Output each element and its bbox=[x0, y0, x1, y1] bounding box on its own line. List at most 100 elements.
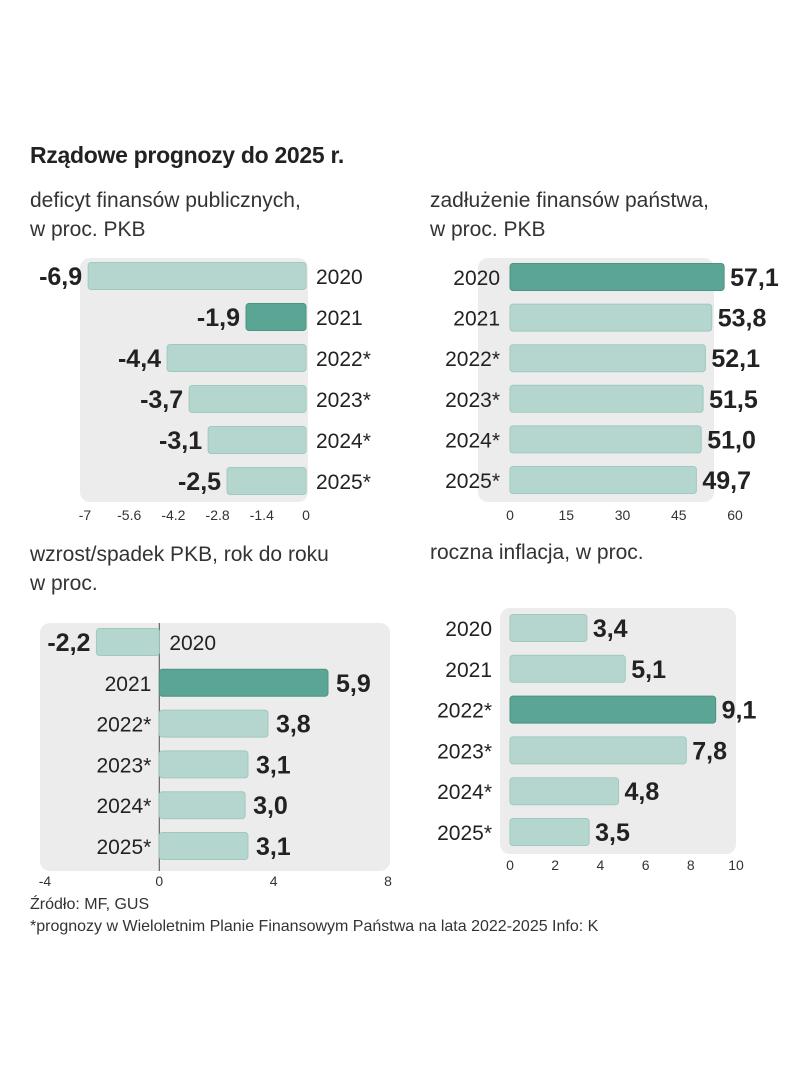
gdp-category-label-4: 2024* bbox=[96, 795, 151, 818]
inflation-category-label-3: 2023* bbox=[437, 740, 492, 763]
debt-subtitle-line2: w proc. PKB bbox=[430, 218, 546, 241]
inflation-value-label-2: 9,1 bbox=[722, 697, 757, 725]
gdp-value-label-1: 5,9 bbox=[336, 670, 371, 698]
inflation-category-label-0: 2020 bbox=[445, 618, 492, 641]
gdp-subtitle-line1: wzrost/spadek PKB, rok do roku bbox=[30, 543, 329, 566]
inflation-panel bbox=[500, 608, 736, 854]
debt-value-label-1: 53,8 bbox=[718, 305, 767, 333]
deficit-category-label-5: 2025* bbox=[316, 471, 371, 494]
inflation-bar-5 bbox=[509, 818, 590, 846]
inflation-tick-label-0: 0 bbox=[506, 857, 514, 873]
debt-panel bbox=[478, 258, 714, 502]
gdp-value-label-2: 3,8 bbox=[276, 711, 311, 739]
debt-tick-label-1: 15 bbox=[558, 507, 574, 523]
deficit-subtitle-line1: deficyt finansów publicznych, bbox=[30, 189, 301, 212]
gdp-bar-0 bbox=[95, 628, 160, 656]
debt-category-label-4: 2024* bbox=[445, 429, 500, 452]
gdp-bar-5 bbox=[158, 832, 249, 860]
debt-value-label-2: 52,1 bbox=[711, 345, 760, 373]
deficit-tick-label-3: -2.8 bbox=[206, 507, 230, 523]
inflation-bar-0 bbox=[509, 614, 588, 642]
gdp-category-label-5: 2025* bbox=[96, 836, 151, 859]
gdp-tick-label-1: 0 bbox=[155, 873, 163, 889]
deficit-category-label-4: 2024* bbox=[316, 430, 371, 453]
inflation-tick-label-4: 8 bbox=[687, 857, 695, 873]
gdp-category-label-0: 2020 bbox=[169, 632, 216, 655]
inflation-category-label-5: 2025* bbox=[437, 822, 492, 845]
gdp-subtitle: wzrost/spadek PKB, rok do roku w proc. bbox=[30, 540, 329, 598]
deficit-tick-label-1: -5.6 bbox=[117, 507, 141, 523]
debt-bar-4 bbox=[509, 425, 702, 454]
debt-tick-label-2: 30 bbox=[615, 507, 631, 523]
deficit-bar-2 bbox=[166, 344, 307, 372]
debt-value-label-3: 51,5 bbox=[709, 386, 758, 414]
page-title: Rządowe prognozy do 2025 r. bbox=[30, 142, 344, 168]
inflation-subtitle-line1: roczna inflacja, w proc. bbox=[430, 541, 644, 564]
gdp-value-label-0: -2,2 bbox=[47, 629, 90, 657]
debt-bar-1 bbox=[509, 303, 713, 332]
gdp-subtitle-line2: w proc. bbox=[30, 572, 98, 595]
deficit-category-label-1: 2021 bbox=[316, 307, 363, 330]
inflation-value-label-4: 4,8 bbox=[624, 778, 659, 806]
debt-tick-label-0: 0 bbox=[506, 507, 514, 523]
debt-value-label-4: 51,0 bbox=[707, 426, 756, 454]
deficit-subtitle-line2: w proc. PKB bbox=[30, 218, 146, 241]
debt-bar-2 bbox=[509, 344, 706, 373]
inflation-tick-label-1: 2 bbox=[551, 857, 559, 873]
inflation-value-label-3: 7,8 bbox=[692, 737, 727, 765]
inflation-category-label-1: 2021 bbox=[445, 659, 492, 682]
inflation-bar-4 bbox=[509, 777, 619, 806]
gdp-bar-1 bbox=[158, 668, 329, 697]
gdp-bar-3 bbox=[158, 750, 249, 779]
deficit-tick-label-0: -7 bbox=[79, 507, 92, 523]
gdp-category-label-3: 2023* bbox=[96, 754, 151, 777]
debt-subtitle-line1: zadłużenie finansów państwa, bbox=[430, 189, 710, 212]
deficit-panel bbox=[80, 258, 308, 502]
gdp-tick-label-0: -4 bbox=[39, 873, 52, 889]
debt-category-label-0: 2020 bbox=[453, 267, 500, 290]
debt-tick-label-3: 45 bbox=[671, 507, 687, 523]
inflation-bar-3 bbox=[509, 736, 687, 765]
deficit-bar-0 bbox=[87, 262, 307, 290]
deficit-value-label-2: -4,4 bbox=[118, 345, 161, 373]
inflation-subtitle: roczna inflacja, w proc. bbox=[430, 538, 644, 567]
deficit-bar-5 bbox=[226, 467, 307, 495]
deficit-category-label-3: 2023* bbox=[316, 389, 371, 412]
inflation-value-label-1: 5,1 bbox=[631, 656, 666, 684]
gdp-tick-label-2: 4 bbox=[270, 873, 278, 889]
deficit-value-label-4: -3,1 bbox=[159, 427, 202, 455]
inflation-category-label-4: 2024* bbox=[437, 781, 492, 804]
debt-bar-0 bbox=[509, 263, 725, 291]
debt-value-label-0: 57,1 bbox=[730, 264, 779, 292]
deficit-tick-label-4: -1.4 bbox=[250, 507, 274, 523]
debt-value-label-5: 49,7 bbox=[702, 467, 751, 495]
inflation-tick-label-3: 6 bbox=[642, 857, 650, 873]
source-note: Źródło: MF, GUS bbox=[30, 896, 150, 913]
deficit-value-label-0: -6,9 bbox=[39, 263, 82, 291]
debt-tick-label-4: 60 bbox=[727, 507, 743, 523]
debt-bar-5 bbox=[509, 466, 697, 494]
deficit-bar-1 bbox=[245, 303, 307, 331]
debt-category-label-1: 2021 bbox=[453, 308, 500, 331]
debt-bar-3 bbox=[509, 384, 704, 413]
debt-category-label-5: 2025* bbox=[445, 470, 500, 493]
deficit-category-label-0: 2020 bbox=[316, 266, 363, 289]
deficit-value-label-3: -3,7 bbox=[140, 386, 183, 414]
gdp-value-label-5: 3,1 bbox=[256, 833, 291, 861]
deficit-bar-4 bbox=[207, 426, 307, 454]
deficit-subtitle: deficyt finansów publicznych, w proc. PK… bbox=[30, 186, 301, 244]
inflation-category-label-2: 2022* bbox=[437, 700, 492, 723]
inflation-bar-2 bbox=[509, 695, 717, 724]
deficit-value-label-1: -1,9 bbox=[197, 304, 240, 332]
gdp-value-label-4: 3,0 bbox=[253, 792, 288, 820]
debt-category-label-3: 2023* bbox=[445, 389, 500, 412]
inflation-tick-label-2: 4 bbox=[597, 857, 605, 873]
inflation-value-label-0: 3,4 bbox=[593, 615, 628, 643]
gdp-category-label-1: 2021 bbox=[105, 673, 152, 696]
deficit-tick-label-2: -4.2 bbox=[161, 507, 185, 523]
gdp-category-label-2: 2022* bbox=[96, 714, 151, 737]
deficit-tick-label-5: 0 bbox=[302, 507, 310, 523]
debt-subtitle: zadłużenie finansów państwa, w proc. PKB bbox=[430, 186, 709, 244]
gdp-value-label-3: 3,1 bbox=[256, 751, 291, 779]
